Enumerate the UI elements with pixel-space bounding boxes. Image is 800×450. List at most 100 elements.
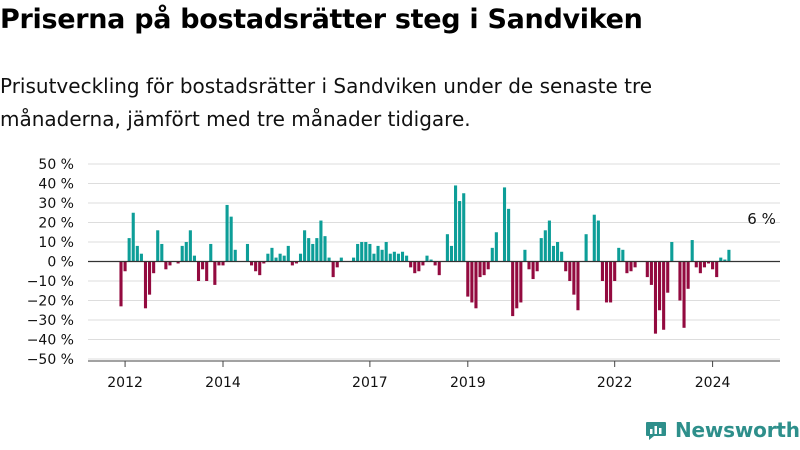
bar xyxy=(658,261,662,311)
bar xyxy=(360,242,364,262)
bar xyxy=(556,242,560,262)
bar xyxy=(633,261,637,268)
bar xyxy=(409,261,413,268)
bar xyxy=(523,249,527,262)
bar xyxy=(429,259,433,262)
bar xyxy=(262,261,266,264)
bar xyxy=(519,261,523,303)
bar xyxy=(192,255,196,262)
x-tick-label: 2022 xyxy=(597,375,633,391)
bar xyxy=(258,261,262,276)
bar xyxy=(670,242,674,262)
bar xyxy=(209,243,213,262)
bar xyxy=(405,255,409,262)
x-tick-label: 2014 xyxy=(205,375,241,391)
bar xyxy=(352,257,356,262)
brand-logo: Newsworthy xyxy=(645,418,800,442)
y-tick-label: −10 % xyxy=(27,274,74,290)
bar xyxy=(543,230,547,262)
bar xyxy=(282,255,286,262)
bar xyxy=(135,245,139,262)
y-tick-label: −30 % xyxy=(27,313,74,329)
bar xyxy=(148,261,152,295)
bar xyxy=(470,261,474,303)
bar xyxy=(384,242,388,262)
bar xyxy=(417,261,421,272)
bar xyxy=(319,220,323,262)
bar xyxy=(535,261,539,272)
bar xyxy=(127,238,131,262)
bar xyxy=(629,261,633,272)
x-tick-label: 2019 xyxy=(450,375,486,391)
bar xyxy=(168,261,172,266)
x-axis: 2012 2014 2017 2019 2022 2024 xyxy=(88,360,780,391)
bar xyxy=(250,261,254,266)
newsworthy-logo-icon xyxy=(646,422,666,440)
bar xyxy=(307,238,311,262)
bar xyxy=(515,261,519,309)
bar xyxy=(564,261,568,272)
bar xyxy=(560,251,564,262)
bar xyxy=(311,243,315,262)
bar xyxy=(474,261,478,309)
bar xyxy=(727,249,731,262)
brand-name: Newsworthy xyxy=(675,418,800,442)
bar xyxy=(576,261,580,311)
bar xyxy=(233,249,237,262)
value-annotation: 6 % xyxy=(747,210,776,228)
bar xyxy=(315,238,319,262)
bars xyxy=(119,185,731,334)
bar xyxy=(388,253,392,262)
bar xyxy=(274,257,278,262)
bar xyxy=(327,257,331,262)
bar xyxy=(225,204,229,262)
bar xyxy=(478,261,482,278)
x-tick-label: 2012 xyxy=(107,375,143,391)
bar xyxy=(143,261,148,309)
bar xyxy=(396,253,400,262)
bar xyxy=(711,261,715,270)
y-axis-labels: −50 % −40 % −30 % −20 % −10 % 0 % 10 % 20 % 30 %… xyxy=(27,157,74,368)
bar xyxy=(617,247,621,262)
bar xyxy=(449,245,454,262)
bar xyxy=(613,261,617,281)
bar xyxy=(596,220,600,262)
y-tick-label: 10 % xyxy=(38,235,74,251)
bar xyxy=(698,261,702,274)
bar xyxy=(196,261,201,281)
bar xyxy=(335,261,339,268)
bar xyxy=(584,234,588,262)
bar xyxy=(609,261,613,303)
bar xyxy=(723,259,727,262)
bar xyxy=(152,261,156,274)
y-tick-label: 50 % xyxy=(38,157,74,173)
bar xyxy=(511,261,515,317)
bar xyxy=(294,261,298,264)
bar xyxy=(466,261,470,297)
bar xyxy=(119,261,123,307)
bar xyxy=(531,261,535,280)
bar xyxy=(123,261,127,272)
bar xyxy=(621,249,625,262)
bar xyxy=(164,261,168,270)
bar xyxy=(213,261,217,285)
bar xyxy=(604,261,609,303)
bar xyxy=(245,243,250,262)
bar xyxy=(323,236,327,262)
bar xyxy=(425,255,429,262)
bar xyxy=(221,261,225,266)
bar xyxy=(303,230,307,262)
bar xyxy=(527,261,531,270)
bar xyxy=(454,185,458,262)
bar xyxy=(551,245,556,262)
bar xyxy=(254,261,258,272)
bar xyxy=(339,257,343,262)
bar xyxy=(547,220,551,262)
bar xyxy=(686,261,690,289)
bar xyxy=(445,234,449,262)
bar xyxy=(702,261,706,268)
bar xyxy=(666,261,670,293)
bar xyxy=(217,261,221,266)
bar xyxy=(139,253,143,262)
bar xyxy=(572,261,576,295)
